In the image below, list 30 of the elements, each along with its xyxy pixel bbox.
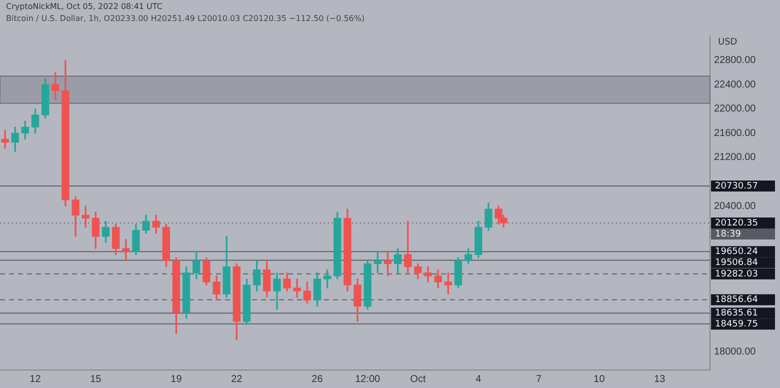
x-tick-label: 10 — [594, 374, 606, 385]
x-tick-label: 12 — [30, 374, 42, 385]
x-tick-label: 4 — [476, 374, 482, 385]
x-tick-label: 26 — [312, 374, 324, 385]
ref-line-label: 20120.35 — [715, 218, 758, 228]
x-tick-label: 13 — [654, 374, 666, 385]
y-tick-label: 21200.00 — [714, 152, 756, 164]
y-tick-label: 21600.00 — [714, 128, 756, 139]
x-tick-label: 19 — [170, 374, 182, 385]
y-tick-label: 18000.00 — [714, 346, 756, 358]
x-tick-label: 12:00 — [355, 374, 381, 385]
y-axis-title: USD — [718, 37, 738, 48]
y-tick-label: 20400.00 — [714, 200, 756, 212]
ref-line-label: 19282.03 — [715, 269, 758, 280]
y-tick-label: 22400.00 — [714, 79, 756, 90]
y-tick-label: 22800.00 — [714, 55, 756, 66]
x-tick-label: 7 — [536, 374, 542, 385]
x-tick-label: 22 — [231, 374, 243, 385]
x-tick-label: 15 — [90, 374, 102, 385]
ref-line-label: 18635.61 — [715, 308, 758, 319]
ref-line-label: 19650.24 — [715, 246, 758, 257]
y-tick-label: 22000.00 — [714, 104, 756, 115]
chart-title: CryptoNickML, Oct 05, 2022 08:41 UTC — [6, 2, 162, 11]
ref-line-label: 19506.84 — [715, 258, 758, 268]
x-tick-label: Oct — [410, 374, 426, 385]
ref-line-label: 18459.75 — [715, 320, 758, 330]
ref-line-label: 20730.57 — [715, 181, 758, 192]
ref-line-label: 18856.64 — [715, 295, 758, 306]
chart-subtitle: Bitcoin / U.S. Dollar, 1h, O20233.00 H20251.49 L20010.03 C20120.35 −112.50 (−0.56%) — [6, 14, 365, 23]
text: 18:39 — [715, 229, 742, 240]
